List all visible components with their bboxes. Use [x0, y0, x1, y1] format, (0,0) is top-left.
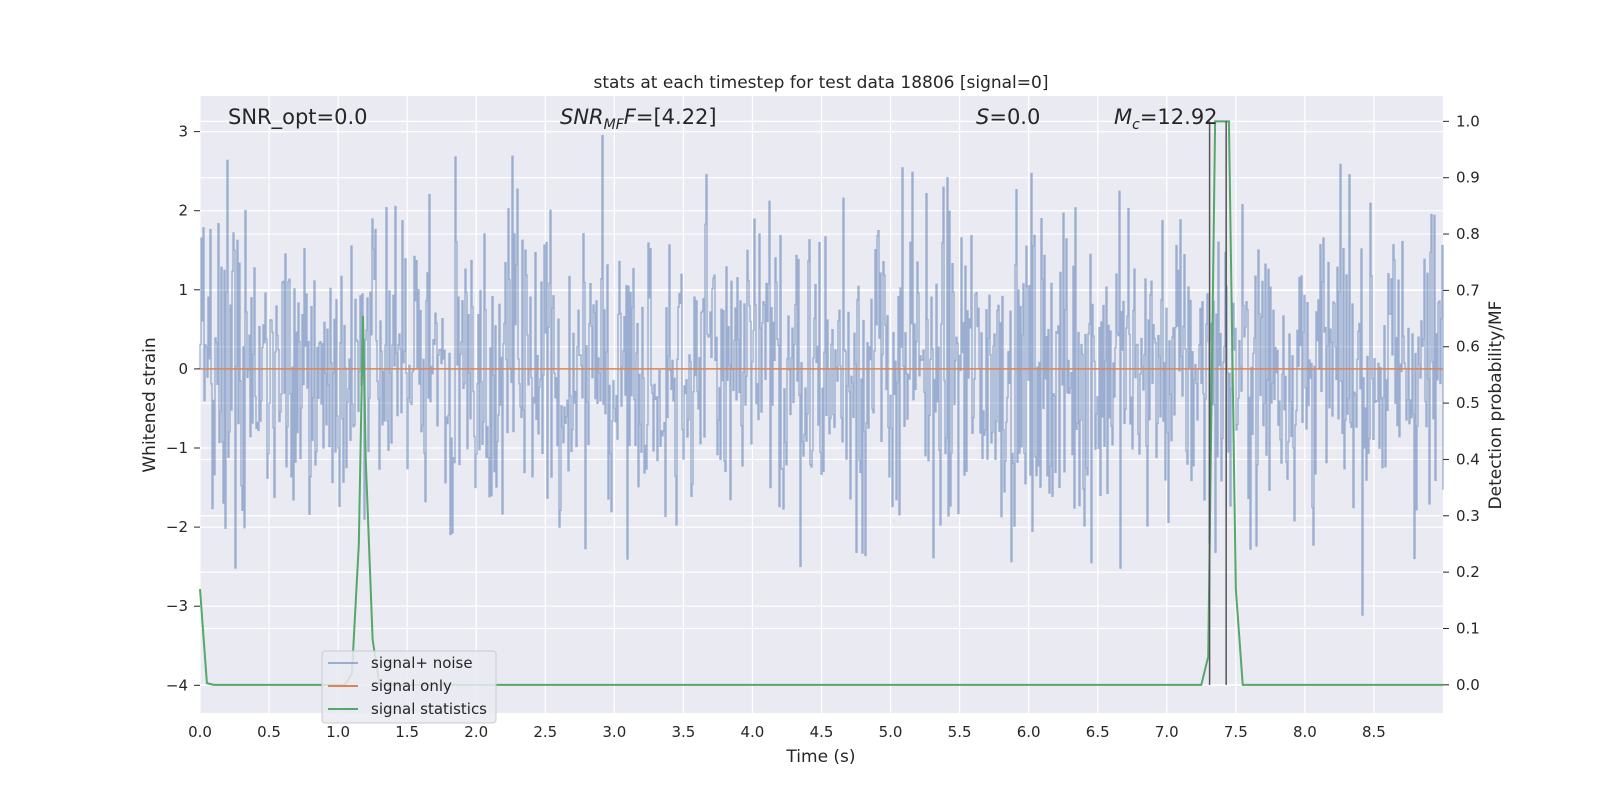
x-tick-label: 7.0: [1155, 723, 1179, 741]
x-tick-label: 6.0: [1017, 723, 1041, 741]
y-ticks: 3 2 1 0 −1 −2 −3 −4: [166, 123, 200, 694]
annotation-s: S=0.0: [976, 105, 1040, 129]
annotation-s-rest: =0.0: [989, 105, 1040, 129]
y-tick-label: 2: [178, 202, 188, 220]
y-right-tick-label: 0.5: [1456, 394, 1480, 412]
x-tick-label: 0.5: [257, 723, 281, 741]
x-tick-label: 8.0: [1293, 723, 1317, 741]
y-tick-label: 3: [178, 123, 188, 141]
annotation-mc-rest: =12.92: [1140, 105, 1218, 129]
annotation-s-main: S: [976, 105, 989, 129]
y-right-tick-label: 0.9: [1456, 169, 1480, 187]
legend-label-signal-statistics: signal statistics: [371, 700, 487, 718]
y-tick-label: −2: [166, 518, 188, 536]
y-tick-label: −4: [166, 676, 188, 694]
annotation-snr-mf-f: F: [624, 105, 637, 129]
signal-noise-line: [199, 134, 1444, 616]
y-right-tick-label: 0.2: [1456, 563, 1480, 581]
y-tick-label: −3: [166, 597, 188, 615]
x-tick-label: 4.5: [810, 723, 834, 741]
legend: signal+ noise signal only signal statist…: [321, 650, 497, 724]
annotation-snr-opt: SNR_opt=0.0: [228, 105, 368, 130]
y-tick-label: 1: [178, 281, 188, 299]
x-tick-label: 5.0: [879, 723, 903, 741]
legend-label-signal-only: signal only: [371, 677, 452, 695]
x-axis-label: Time (s): [785, 747, 855, 767]
x-tick-label: 1.0: [326, 723, 350, 741]
annotation-snr-mf-sub: MF: [604, 117, 625, 133]
annotation-mc-main: M: [1114, 105, 1132, 129]
annotation-snr-mf: SNRMFF=[4.22]: [560, 105, 717, 133]
x-tick-label: 3.5: [671, 723, 695, 741]
x-tick-label: 8.5: [1362, 723, 1386, 741]
x-tick-label: 2.5: [533, 723, 557, 741]
y-right-tick-label: 0.0: [1456, 676, 1480, 694]
y-tick-label: −1: [166, 439, 188, 457]
x-tick-label: 0.0: [188, 723, 212, 741]
y-right-tick-label: 0.8: [1456, 225, 1480, 243]
x-tick-label: 5.5: [948, 723, 972, 741]
y-right-axis-label: Detection probability/MF: [1486, 301, 1506, 510]
x-tick-label: 7.5: [1224, 723, 1248, 741]
vertical-markers: [1208, 121, 1227, 685]
signal-noise-series: [199, 134, 1444, 616]
annotation-snr-mf-rest: =[4.22]: [636, 105, 717, 129]
chart-title: stats at each timestep for test data 188…: [594, 73, 1049, 93]
x-tick-label: 1.5: [395, 723, 419, 741]
y-right-tick-label: 0.1: [1456, 619, 1480, 637]
y-right-tick-label: 1.0: [1456, 112, 1480, 130]
y-right-tick-label: 0.3: [1456, 507, 1480, 525]
x-tick-label: 2.0: [464, 723, 488, 741]
y-axis-label: Whitened strain: [140, 337, 160, 472]
legend-box: [321, 650, 497, 724]
annotation-snr-mf-main: SNR: [560, 105, 604, 129]
y-right-tick-label: 0.7: [1456, 281, 1480, 299]
annotation-mc-sub: c: [1132, 117, 1140, 133]
y-right-ticks: 1.0 0.9 0.8 0.7 0.6 0.5 0.4 0.3 0.2 0.1 0.0: [1443, 112, 1480, 694]
y-right-tick-label: 0.6: [1456, 338, 1480, 356]
legend-label-signal-noise: signal+ noise: [371, 654, 473, 672]
x-tick-label: 3.0: [602, 723, 626, 741]
y-right-tick-label: 0.4: [1456, 450, 1480, 468]
x-tick-label: 6.5: [1086, 723, 1110, 741]
y-tick-label: 0: [178, 360, 188, 378]
x-ticks: 0.0 0.5 1.0 1.5 2.0 2.5 3.0 3.5 4.0 4.5 5.0 5.5 6.0 6…: [188, 723, 1386, 741]
x-tick-label: 4.0: [741, 723, 765, 741]
annotation-mc: Mc=12.92: [1114, 105, 1218, 133]
